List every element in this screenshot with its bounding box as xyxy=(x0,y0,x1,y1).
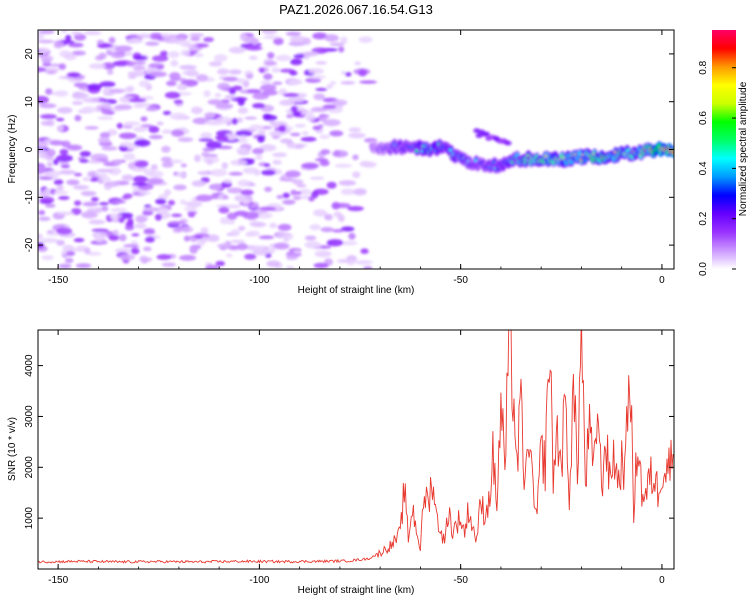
x-tick-label: 0 xyxy=(659,575,665,586)
snr-series-line xyxy=(38,330,674,564)
snr-y-ticks: 1000 2000 3000 4000 xyxy=(24,354,674,529)
figure-title: PAZ1.2026.067.16.54.G13 xyxy=(279,2,433,17)
spectrogram-signal-ridge xyxy=(368,128,674,174)
colorbar-gradient xyxy=(712,30,736,269)
spectrogram-x-label: Height of straight line (km) xyxy=(298,285,415,296)
snr-x-ticks: -150 -100 -50 0 xyxy=(48,330,665,586)
x-tick-label: -100 xyxy=(249,275,269,286)
colorbar-tick-label: 0.8 xyxy=(698,60,709,74)
y-tick-label: 0 xyxy=(24,146,35,152)
colorbar-label: Normalized spectral amplitude xyxy=(738,81,749,216)
y-tick-label: -20 xyxy=(24,237,35,252)
y-tick-label: -10 xyxy=(24,190,35,205)
spectrogram-image xyxy=(38,30,674,269)
snr-y-label: SNR (10 * v/v) xyxy=(7,417,18,481)
spectrogram-y-ticks: -20 -10 0 10 20 xyxy=(24,48,674,252)
x-tick-label: 0 xyxy=(659,275,665,286)
spectrogram-y-label: Frequency (Hz) xyxy=(7,115,18,184)
snr-x-label: Height of straight line (km) xyxy=(298,585,415,596)
x-tick-label: -100 xyxy=(249,575,269,586)
snr-panel: -150 -100 -50 0 1000 2000 3000 4000 Height of … xyxy=(7,329,675,596)
colorbar-tick-label: 0.2 xyxy=(698,211,709,225)
y-tick-label: 10 xyxy=(24,96,35,108)
x-tick-label: -50 xyxy=(453,275,468,286)
spectrogram-x-ticks: -150 -100 -50 0 xyxy=(48,30,665,286)
colorbar-tick-label: 0.4 xyxy=(698,161,709,175)
snr-frame xyxy=(37,329,675,570)
y-tick-label: 20 xyxy=(24,48,35,60)
y-tick-label: 4000 xyxy=(24,354,35,377)
x-tick-label: -150 xyxy=(48,275,68,286)
spectrogram-noise xyxy=(38,30,378,269)
y-tick-label: 2000 xyxy=(24,456,35,479)
colorbar: 0.0 0.2 0.4 0.6 0.8 Normalized spectral ampl… xyxy=(698,30,749,276)
colorbar-ticks: 0.0 0.2 0.4 0.6 0.8 xyxy=(698,60,736,276)
x-tick-label: -50 xyxy=(453,575,468,586)
colorbar-tick-label: 0.0 xyxy=(698,262,709,276)
y-tick-label: 1000 xyxy=(24,507,35,530)
x-tick-label: -150 xyxy=(48,575,68,586)
colorbar-tick-label: 0.6 xyxy=(698,111,709,125)
y-tick-label: 3000 xyxy=(24,405,35,428)
